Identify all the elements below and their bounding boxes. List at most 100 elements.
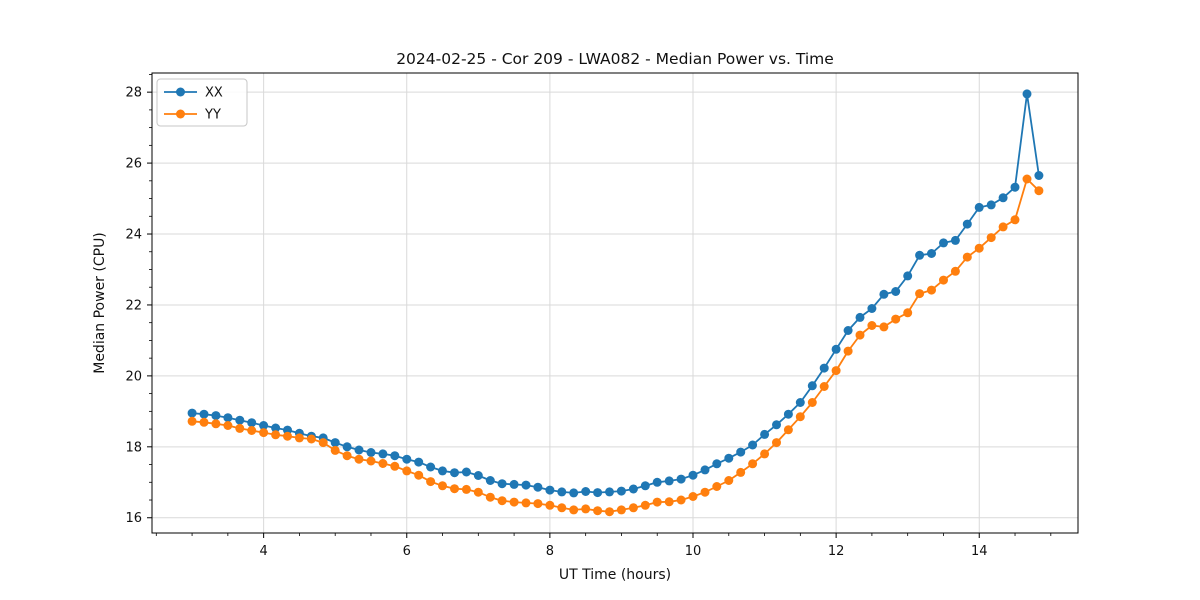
series-XX-line: [192, 93, 1040, 494]
x-tick-label: 14: [971, 544, 988, 559]
data-point-XX: [187, 408, 197, 418]
data-point-YY: [390, 461, 400, 471]
data-point-YY: [306, 434, 316, 444]
data-point-XX: [545, 485, 555, 495]
data-point-YY: [915, 289, 925, 299]
x-tick-label: 6: [403, 544, 411, 559]
data-point-YY: [616, 505, 626, 515]
data-point-YY: [199, 417, 209, 427]
data-point-XX: [652, 477, 662, 487]
data-point-YY: [497, 496, 507, 506]
data-point-YY: [426, 477, 436, 487]
data-point-XX: [235, 415, 245, 425]
data-point-YY: [998, 222, 1008, 232]
data-point-YY: [879, 322, 889, 332]
data-point-YY: [438, 481, 447, 491]
data-point-XX: [903, 271, 913, 281]
data-point-XX: [616, 486, 626, 496]
data-point-XX: [330, 438, 340, 448]
data-point-XX: [783, 409, 793, 419]
data-point-YY: [855, 330, 865, 340]
data-point-XX: [366, 448, 376, 457]
data-point-XX: [819, 363, 829, 373]
data-point-XX: [688, 470, 698, 480]
data-point-YY: [795, 412, 805, 422]
data-point-YY: [366, 456, 376, 466]
data-point-XX: [485, 476, 495, 485]
data-point-XX: [342, 442, 352, 452]
data-point-YY: [414, 470, 424, 480]
x-tick-label: 8: [546, 544, 554, 559]
data-point-YY: [1034, 186, 1044, 196]
y-tick-label: 18: [125, 440, 142, 455]
data-point-XX: [664, 476, 674, 486]
data-point-XX: [879, 289, 889, 299]
series-YY-markers: [187, 174, 1044, 517]
data-point-XX: [593, 488, 603, 498]
data-point-YY: [939, 275, 948, 285]
y-axis-label: Median Power (CPU): [92, 232, 108, 374]
x-tick-label: 12: [828, 544, 845, 559]
data-point-YY: [271, 430, 281, 440]
data-point-XX: [211, 411, 221, 421]
data-point-YY: [783, 425, 793, 435]
y-tick-label: 20: [125, 369, 142, 384]
data-point-YY: [211, 419, 221, 429]
data-point-XX: [426, 462, 436, 472]
x-tick-label: 10: [685, 544, 702, 559]
data-point-XX: [557, 487, 567, 497]
data-point-XX: [974, 202, 984, 212]
series-YY-line: [192, 178, 1040, 513]
data-point-YY: [1010, 215, 1020, 225]
data-point-YY: [473, 487, 483, 497]
data-point-YY: [461, 484, 471, 494]
data-point-XX: [760, 429, 770, 439]
data-point-YY: [676, 495, 686, 505]
legend-marker-XX: [176, 87, 185, 97]
data-point-XX: [867, 304, 877, 313]
data-point-XX: [772, 420, 781, 430]
data-point-XX: [354, 445, 364, 455]
data-point-XX: [461, 467, 471, 477]
y-tick-label: 22: [125, 298, 142, 313]
data-point-YY: [378, 459, 388, 468]
data-point-XX: [843, 326, 853, 335]
data-point-XX: [497, 479, 507, 489]
data-point-YY: [760, 449, 770, 459]
data-point-YY: [235, 423, 245, 433]
data-point-YY: [259, 428, 269, 438]
data-point-XX: [402, 454, 412, 464]
data-point-YY: [187, 416, 197, 426]
data-point-YY: [605, 507, 614, 517]
data-point-YY: [223, 421, 233, 430]
data-point-YY: [867, 321, 877, 330]
data-point-XX: [927, 249, 936, 258]
y-tick-label: 16: [125, 511, 142, 526]
y-tick-label: 28: [125, 86, 142, 101]
legend: XX YY: [156, 78, 248, 127]
data-point-YY: [652, 497, 662, 507]
legend-label-XX: XX: [205, 86, 223, 101]
data-point-YY: [688, 492, 698, 501]
data-point-YY: [819, 382, 829, 391]
data-point-XX: [855, 312, 865, 322]
chart-title: 2024-02-25 - Cor 209 - LWA082 - Median P…: [396, 50, 834, 68]
data-point-YY: [581, 504, 591, 514]
data-point-YY: [664, 497, 674, 507]
data-point-XX: [1010, 182, 1020, 192]
data-point-XX: [986, 200, 996, 210]
data-point-XX: [569, 488, 579, 498]
data-point-XX: [223, 413, 233, 423]
data-point-XX: [271, 423, 281, 433]
data-point-YY: [318, 438, 328, 448]
data-point-YY: [342, 451, 352, 461]
data-point-XX: [438, 466, 447, 476]
data-point-XX: [939, 238, 948, 248]
data-point-XX: [700, 465, 710, 475]
data-point-XX: [640, 481, 650, 491]
data-point-XX: [831, 344, 841, 354]
x-axis-label: UT Time (hours): [559, 567, 671, 583]
y-tick-label: 24: [125, 228, 142, 243]
data-point-XX: [247, 418, 257, 428]
